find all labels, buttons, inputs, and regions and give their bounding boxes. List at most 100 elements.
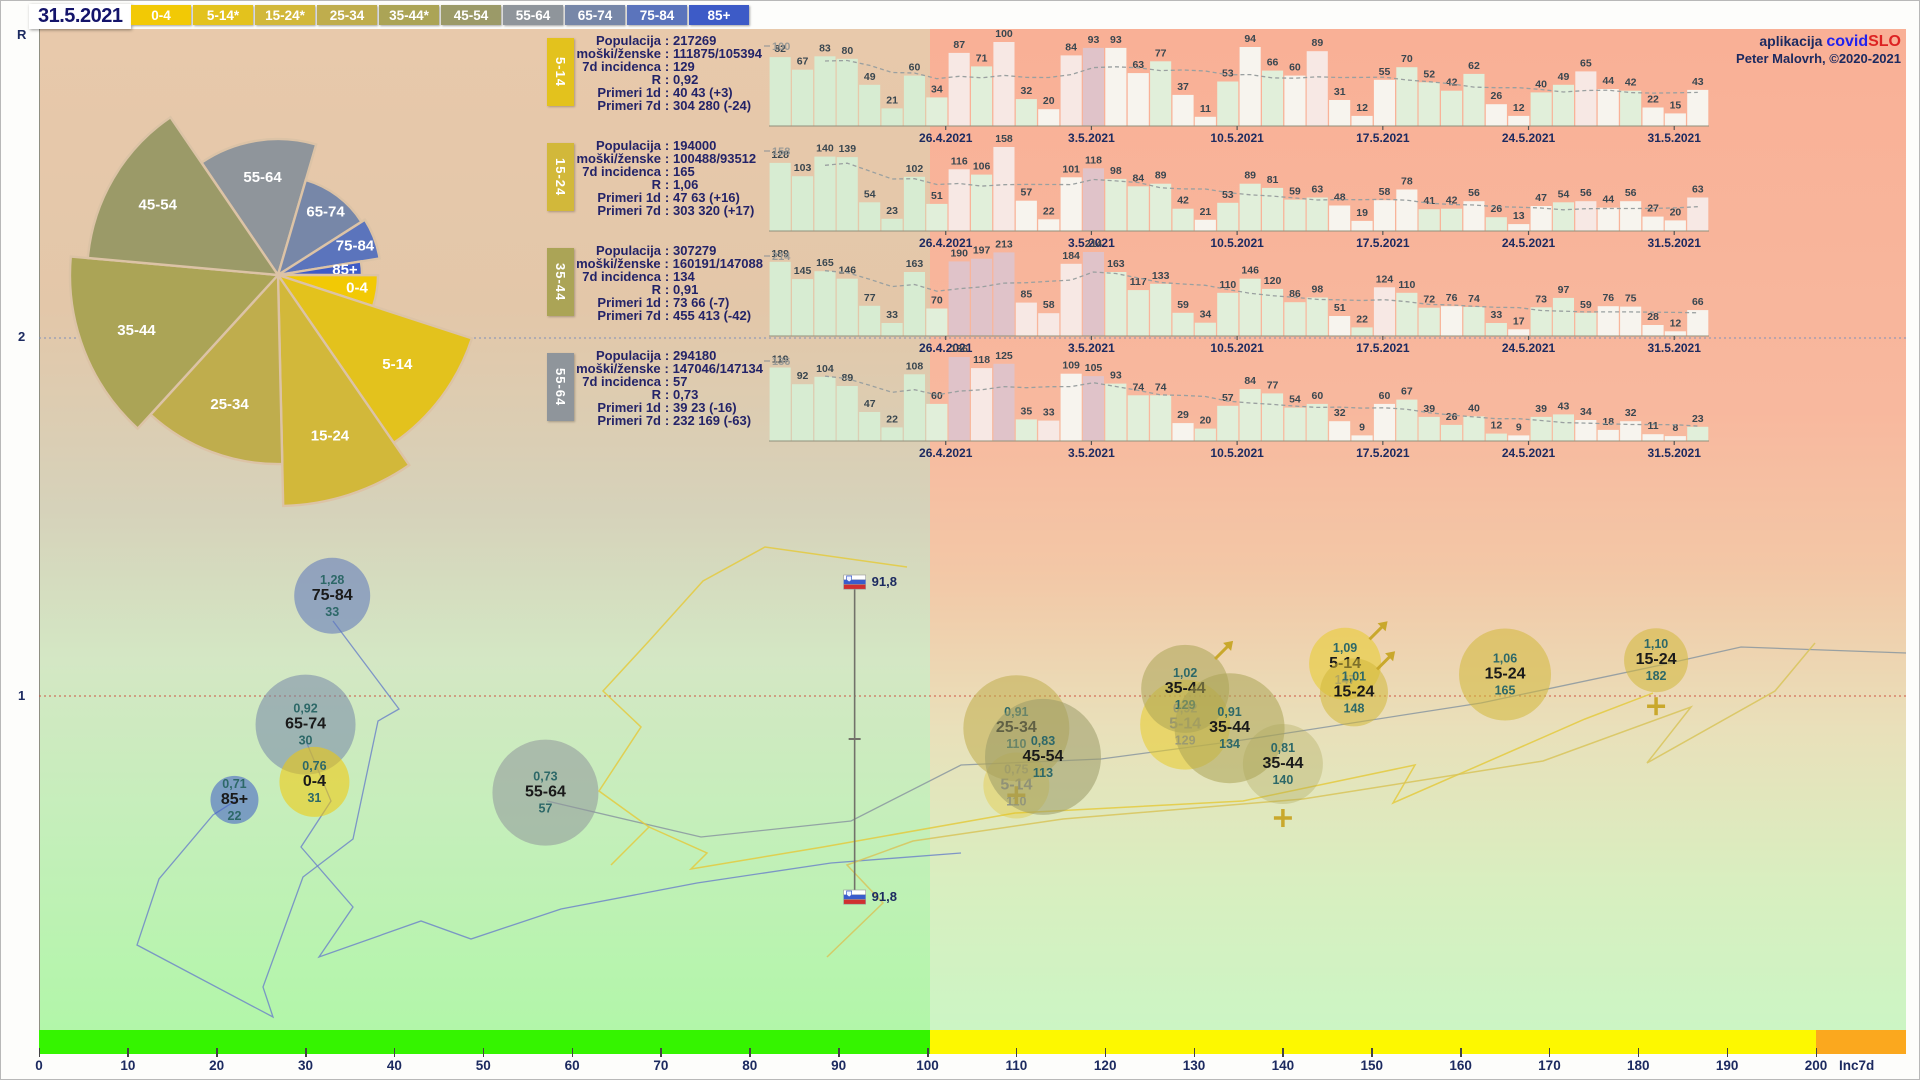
bar	[1329, 100, 1351, 126]
bar-value: 60	[1289, 62, 1301, 74]
stat-row: Populacija:194000	[549, 139, 763, 152]
bubble-circle[interactable]	[1319, 658, 1388, 727]
bar-chart-date: 31.5.2021	[1648, 341, 1702, 355]
bubble-circle[interactable]	[1459, 628, 1552, 721]
panel-tab-15-24[interactable]: 15-24	[547, 143, 574, 211]
bubble-circle[interactable]	[294, 557, 371, 634]
stat-label: 7d incidenca	[582, 269, 661, 284]
x-tick-mark	[482, 1048, 485, 1057]
stat-row: Primeri 7d:303 320 (+17)	[549, 204, 763, 217]
stat-label: moški/ženske	[576, 46, 661, 61]
panel-stats-15-24: Populacija:194000 moški/ženske:100488/935…	[549, 139, 763, 217]
moving-average-line	[824, 270, 1698, 314]
bubble-circle[interactable]	[1624, 628, 1689, 693]
pie-wedge-5-14[interactable]	[274, 272, 474, 445]
bubble-circle[interactable]	[255, 674, 356, 775]
bubble-circle[interactable]	[210, 775, 259, 824]
bar-value: 146	[839, 265, 857, 277]
panel-tab-35-44[interactable]: 35-44	[547, 248, 574, 316]
bar-value: 33	[886, 309, 898, 321]
bubble-inc-value: 22	[228, 809, 242, 823]
bubble-r-value: 0,76	[302, 759, 326, 773]
history-trail-5	[826, 642, 1816, 958]
bubble-circle[interactable]	[279, 746, 350, 817]
panel-tab-55-64[interactable]: 55-64	[547, 353, 574, 421]
stat-label: Primeri 7d	[597, 203, 661, 218]
legend-badge-0-4[interactable]: 0-4	[131, 5, 191, 25]
bubble-inc-value: 165	[1495, 684, 1516, 698]
bubble-circle[interactable]	[492, 739, 599, 846]
pie-wedge-45-54[interactable]	[86, 115, 281, 277]
bar-value: 20	[1200, 415, 1212, 427]
bar-value: 89	[1311, 37, 1323, 49]
bar-value: 22	[1043, 205, 1055, 217]
legend-badge-45-54[interactable]: 45-54	[441, 5, 501, 25]
bar-value: 139	[839, 143, 857, 155]
bar-value: 15	[1670, 99, 1682, 111]
bar-value: 63	[1311, 184, 1323, 196]
bar-value: 17	[1513, 315, 1525, 327]
daily-bar-chart-35-44: 189 145 165 146 77 33 163 70 190 197 213 85 58 184 214…	[764, 238, 1709, 355]
bubble-0-4-31[interactable]: 0,760-431	[279, 746, 350, 817]
bar-value: 94	[1244, 33, 1256, 45]
slovenia-flag-top	[843, 574, 866, 590]
bar	[971, 174, 993, 231]
bar	[1329, 316, 1351, 336]
bar	[926, 97, 948, 126]
bar-value: 8	[1673, 422, 1679, 434]
legend-badge-65-74[interactable]: 65-74	[565, 5, 625, 25]
bar	[1418, 82, 1440, 126]
legend-badge-55-64[interactable]: 55-64	[503, 5, 563, 25]
bar	[1306, 297, 1328, 336]
pie-wedge-35-44[interactable]	[68, 255, 281, 431]
bar	[1015, 419, 1037, 441]
stat-value: 455 413 (-42)	[673, 308, 752, 323]
bar	[1373, 287, 1395, 336]
bubble-circle[interactable]	[985, 698, 1102, 815]
bar-value: 125	[995, 350, 1013, 362]
stat-value: 165	[673, 164, 695, 179]
x-tick-label-50: 50	[475, 1058, 491, 1073]
x-tick-label-180: 180	[1627, 1058, 1650, 1073]
bar-value: 19	[1356, 207, 1368, 219]
legend-badge-25-34[interactable]: 25-34	[317, 5, 377, 25]
bar	[1418, 209, 1440, 231]
bar	[1082, 47, 1104, 126]
bar	[1575, 201, 1597, 231]
pie-wedge-15-24[interactable]	[276, 271, 411, 508]
bar-value: 98	[1110, 165, 1122, 177]
pie-wedge-65-74[interactable]	[275, 178, 364, 278]
legend-badge-75-84[interactable]: 75-84	[627, 5, 687, 25]
pie-wedge-75-84[interactable]	[277, 218, 381, 277]
bar-value: 58	[1043, 299, 1055, 311]
legend-badge-85plus[interactable]: 85+	[689, 5, 749, 25]
panel-tab-5-14[interactable]: 5-14	[547, 38, 574, 106]
bar-value: 49	[864, 71, 876, 83]
legend-badge-5-14[interactable]: 5-14*	[193, 5, 253, 25]
legend-badge-35-44[interactable]: 35-44*	[379, 5, 439, 25]
bar	[948, 52, 970, 126]
bar-axis-max: 214	[772, 251, 791, 263]
bar-value: 31	[1334, 86, 1346, 98]
bar-value: 74	[1155, 381, 1167, 393]
bar	[1687, 310, 1709, 336]
legend-badge-15-24[interactable]: 15-24*	[255, 5, 315, 25]
bubble-circle[interactable]	[1174, 673, 1285, 784]
x-tick-mark	[1637, 1048, 1640, 1057]
stat-value: 129	[673, 59, 695, 74]
date-badge[interactable]: 31.5.2021	[29, 4, 132, 29]
bar-value: 65	[1580, 57, 1592, 69]
bubble-circle[interactable]	[1242, 724, 1323, 805]
bar-value: 82	[774, 43, 786, 55]
pie-wedge-25-34[interactable]	[148, 271, 284, 466]
